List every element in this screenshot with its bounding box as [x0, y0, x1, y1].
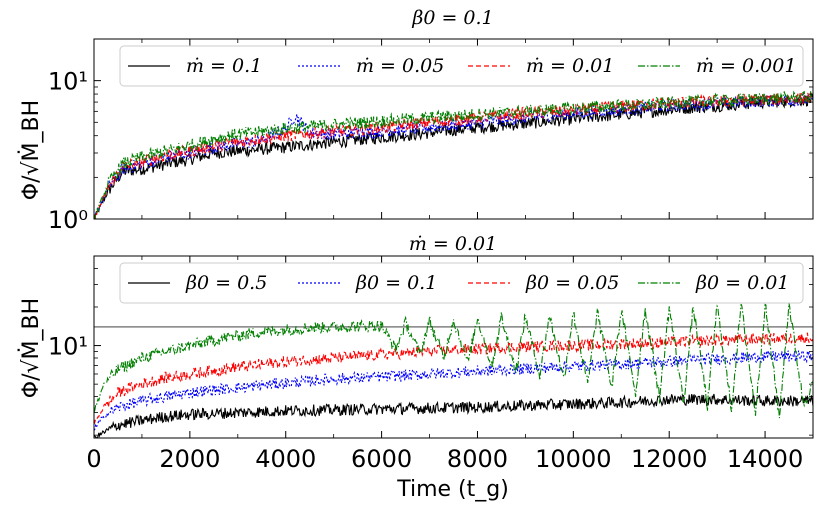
top-series-3-line: [94, 90, 813, 219]
top-legend-label-0: ṁ = 0.1: [186, 55, 262, 77]
bottom-series-3-line: [94, 303, 813, 419]
bottom-xtick-label-5: 10000: [535, 445, 611, 473]
bottom-legend-label-2: β0 = 0.05: [525, 272, 619, 294]
top-ytick-label-1: 10¹: [48, 68, 88, 96]
bottom-xtick-label-0: 0: [86, 445, 101, 473]
top-legend-label-3: ṁ = 0.001: [696, 55, 796, 77]
top-plot-area: 10⁰ 10¹: [48, 39, 814, 234]
bottom-xtick-label-7: 14000: [727, 445, 803, 473]
top-panel-title: β0 = 0.1: [411, 7, 493, 29]
bottom-legend-label-0: β0 = 0.5: [185, 272, 267, 294]
bottom-xtick-label-1: 2000: [159, 445, 220, 473]
bottom-panel-title: ṁ = 0.01: [409, 233, 497, 255]
bottom-panel-ylabel: Φ/√Ṁ_BH: [18, 298, 44, 398]
bottom-xtick-label-4: 8000: [447, 445, 508, 473]
svg-text:Φ/√Ṁ_BH: Φ/√Ṁ_BH: [18, 100, 44, 200]
top-series-2-line: [94, 91, 813, 219]
bottom-plot-area: 0 2000 4000 6000 8000 10000 12000 14000 10¹: [48, 256, 814, 473]
top-ytick-label-0: 10⁰: [48, 206, 88, 234]
bottom-legend-label-1: β0 = 0.1: [355, 272, 437, 294]
bottom-panel-frame: [93, 255, 814, 439]
top-legend-label-1: ṁ = 0.05: [356, 55, 444, 77]
x-axis-label: Time (t_g): [396, 477, 509, 502]
top-panel-frame: [93, 38, 814, 220]
top-legend: ṁ = 0.1 ṁ = 0.05 ṁ = 0.01 ṁ = 0.001: [119, 45, 804, 87]
bottom-xtick-label-2: 4000: [255, 445, 316, 473]
bottom-legend-label-3: β0 = 0.01: [695, 272, 789, 294]
bottom-ytick-label-0: 10¹: [48, 333, 88, 361]
bottom-xtick-label-6: 12000: [631, 445, 707, 473]
top-panel-ylabel: Φ/√Ṁ_BH: [18, 100, 44, 200]
bottom-panel: ṁ = 0.01 0 2000 4000 6000 8000 10000 12000 1400…: [18, 233, 814, 502]
bottom-series-0-line: [94, 393, 813, 438]
bottom-legend-box: [119, 262, 804, 304]
bottom-series-2-line: [94, 331, 813, 425]
top-series-0-line: [94, 93, 813, 219]
bottom-series-1-line: [94, 349, 813, 431]
svg-text:Φ/√Ṁ_BH: Φ/√Ṁ_BH: [18, 298, 44, 398]
bottom-legend: β0 = 0.5 β0 = 0.1 β0 = 0.05 β0 = 0.01: [119, 262, 804, 304]
bottom-xtick-label-3: 6000: [351, 445, 412, 473]
top-legend-label-2: ṁ = 0.01: [526, 55, 614, 77]
top-legend-box: [119, 45, 804, 87]
